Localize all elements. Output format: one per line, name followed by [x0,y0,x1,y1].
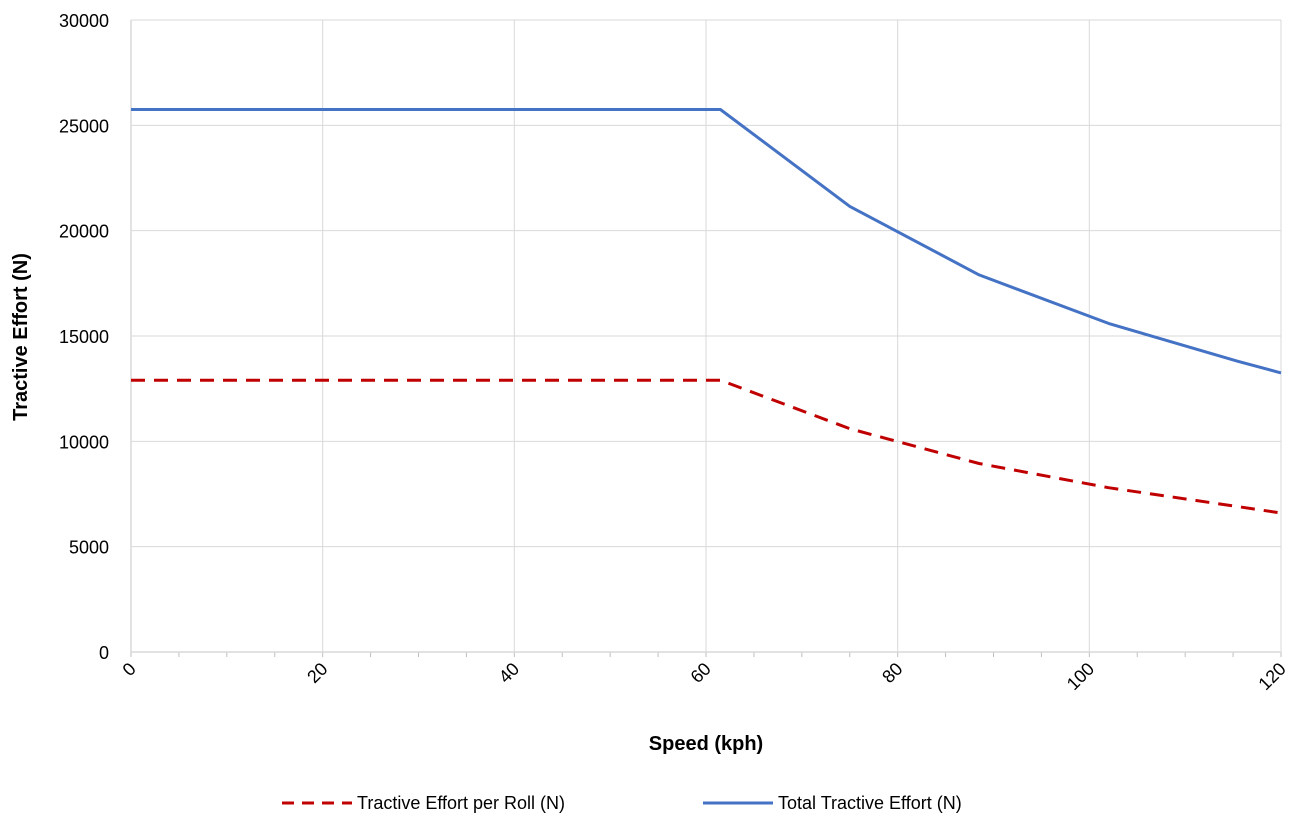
y-tick-label: 20000 [59,222,109,242]
x-tick-label: 120 [1254,659,1289,694]
legend-label-total: Total Tractive Effort (N) [778,793,962,813]
legend: Tractive Effort per Roll (N) Total Tract… [282,793,962,813]
x-tick-label: 0 [119,659,140,680]
x-axis-title: Speed (kph) [649,733,763,755]
gridlines [131,19,1282,652]
y-axis-title: Tractive Effort (N) [10,253,32,421]
series-lines [131,108,1282,515]
x-tick-label: 80 [878,659,906,687]
x-tick-label: 60 [687,659,715,687]
y-tick-label: 30000 [59,11,109,31]
y-tick-label: 5000 [69,538,109,558]
axes [130,20,1282,657]
y-tick-label: 15000 [59,327,109,347]
tick-labels: 0 5000 10000 15000 20000 25000 30000 0 20 40 60 80 1… [59,11,1290,694]
legend-label-per-roll: Tractive Effort per Roll (N) [357,793,565,813]
x-tick-label: 40 [495,659,523,687]
y-tick-label: 25000 [59,116,109,136]
y-tick-label: 0 [99,643,109,663]
x-tick-label: 20 [303,659,331,687]
series-line-per-roll [131,378,1282,515]
series-line-total [131,108,1282,375]
x-tick-label: 100 [1063,659,1098,694]
y-tick-label: 10000 [59,432,109,452]
